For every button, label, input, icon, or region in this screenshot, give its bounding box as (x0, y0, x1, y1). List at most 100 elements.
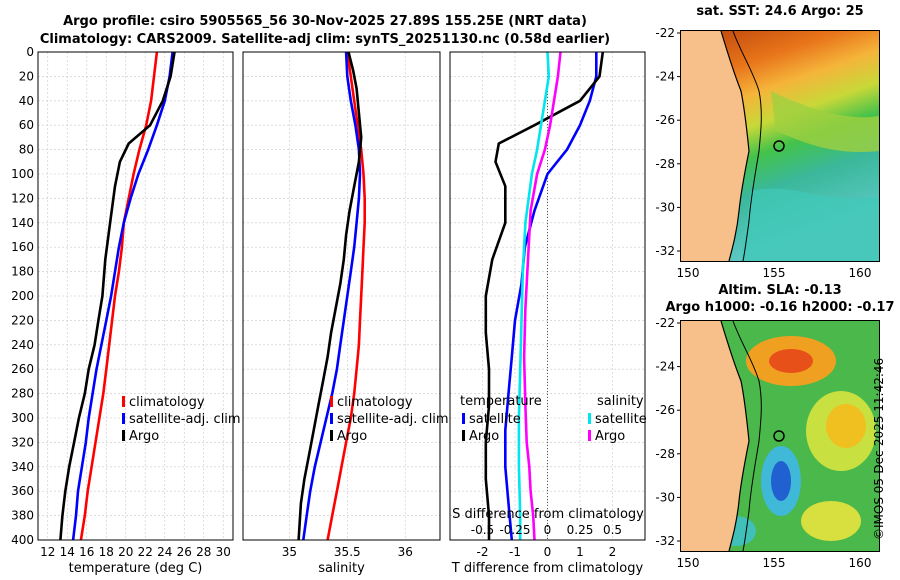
x-tick-label: 35.5 (334, 545, 361, 559)
x-tick-label: 1 (576, 545, 584, 559)
map1-x-tick-label: 150 (677, 266, 700, 280)
x-tick-label: 18 (99, 545, 114, 559)
legend-swatch (122, 396, 125, 407)
series-satellite-adj-clim (71, 51, 174, 541)
sla-map-title-line1: Altim. SLA: -0.13 (718, 283, 842, 298)
legend-label: satellite (469, 412, 521, 427)
sst-land (681, 31, 749, 261)
map1-y-tick-label: -26 (655, 113, 675, 127)
y-tick-label: 180 (11, 265, 34, 279)
legend-swatch (330, 413, 333, 424)
y-tick-label: 300 (11, 411, 34, 425)
series-t-argo (484, 51, 605, 540)
map2-y-tick-label: -26 (655, 403, 675, 417)
panel-frame (242, 51, 441, 541)
legend-swatch (122, 413, 125, 424)
legend-swatch (462, 430, 465, 441)
sla-land (681, 321, 749, 551)
legend-label: Argo (129, 429, 159, 444)
top-x-tick-label: -0.25 (499, 523, 530, 537)
y-tick-label: 160 (11, 240, 34, 254)
x-tick-label: 14 (60, 545, 75, 559)
legend-label: satellite-adj. clim (129, 412, 241, 427)
map1-y-tick-label: -32 (655, 244, 675, 258)
x-axis-label: T difference from climatology (451, 561, 644, 576)
x-tick-label: 22 (138, 545, 153, 559)
x-tick-label: 30 (216, 545, 231, 559)
sst-map-title: sat. SST: 24.6 Argo: 25 (696, 4, 864, 19)
sst-map (680, 30, 880, 262)
x-tick-label: 12 (40, 545, 55, 559)
legend-label: Argo (337, 429, 367, 444)
y-tick-label: 260 (11, 362, 34, 376)
series-argo (59, 51, 176, 541)
y-tick-label: 400 (11, 533, 34, 547)
y-tick-label: 240 (11, 338, 34, 352)
x-axis-label: salinity (318, 561, 365, 576)
legend-swatch (122, 430, 125, 441)
y-tick-label: 360 (11, 484, 34, 498)
x-tick-label: 28 (196, 545, 211, 559)
map2-y-tick-label: -28 (655, 447, 675, 461)
panel-2: 35 35.5 36 salinity climatology satellite-adj… (242, 51, 449, 576)
y-tick-label: 60 (19, 118, 34, 132)
x-tick-label: 20 (118, 545, 133, 559)
panel-frame (37, 51, 234, 541)
x-tick-label: 24 (157, 545, 172, 559)
top-x-axis-label: S difference from climatology (452, 507, 644, 522)
sla-depth-contour (732, 321, 762, 551)
x-tick-label: 2 (609, 545, 617, 559)
y-tick-label: 340 (11, 460, 34, 474)
legend-swatch (588, 413, 591, 424)
y-tick-label: 80 (19, 143, 34, 157)
map1-y-tick-label: -30 (655, 200, 675, 214)
legend-label: Argo (469, 429, 499, 444)
y-tick-label: 140 (11, 216, 34, 230)
legend-title-temperature: temperature (460, 394, 542, 409)
map2-x-tick-label: 150 (677, 556, 700, 570)
x-tick-label: -1 (509, 545, 521, 559)
y-tick-label: 120 (11, 191, 34, 205)
sst-float-marker (773, 140, 785, 152)
map2-y-tick-label: -24 (655, 360, 675, 374)
y-tick-label: 200 (11, 289, 34, 303)
x-tick-label: 26 (177, 545, 192, 559)
legend-title-salinity: salinity (597, 394, 644, 409)
x-tick-label: 36 (398, 545, 413, 559)
series-argo (297, 51, 363, 541)
top-x-tick-label: 0 (544, 523, 552, 537)
series-climatology (79, 51, 159, 541)
x-tick-label: -2 (477, 545, 489, 559)
map1-x-tick-label: 160 (849, 266, 872, 280)
y-tick-label: 20 (19, 69, 34, 83)
sla-map (680, 320, 880, 552)
figure-title-line2: Climatology: CARS2009. Satellite-adj cli… (39, 32, 611, 47)
y-tick-label: 100 (11, 167, 34, 181)
y-tick-label: 0 (26, 45, 34, 59)
profile-charts: 0204060801001201401601802002202402602803… (11, 45, 647, 576)
map2-y-tick-label: -30 (655, 490, 675, 504)
sst-cool-patch (741, 188, 879, 261)
x-tick-label: 16 (79, 545, 94, 559)
panel-3: -2 -1 0 1 2 T difference from climatology temp… (449, 51, 647, 576)
map1-x-tick-label: 155 (763, 266, 786, 280)
panel-1: 0 20 40 60 80 100 120 140 160 180 200 220 240 260 280 3… (11, 45, 241, 576)
map2-x-tick-label: 160 (849, 556, 872, 570)
map2-x-tick-label: 155 (763, 556, 786, 570)
series-satellite-adj-clim (302, 51, 362, 541)
legend-label: climatology (337, 395, 413, 410)
legend-label: climatology (129, 395, 205, 410)
sla-float-marker (773, 430, 785, 442)
y-tick-label: 320 (11, 435, 34, 449)
x-axis-label: temperature (deg C) (69, 561, 203, 576)
y-tick-label: 280 (11, 387, 34, 401)
map1-y-tick-label: -24 (655, 70, 675, 84)
y-tick-label: 40 (19, 94, 34, 108)
x-tick-label: 35 (282, 545, 297, 559)
y-tick-label: 380 (11, 509, 34, 523)
x-tick-label: 0 (544, 545, 552, 559)
map2-y-tick-label: -22 (655, 316, 675, 330)
sst-depth-contour (732, 31, 762, 261)
map1-y-tick-label: -22 (655, 26, 675, 40)
sst-coastline (720, 31, 750, 261)
